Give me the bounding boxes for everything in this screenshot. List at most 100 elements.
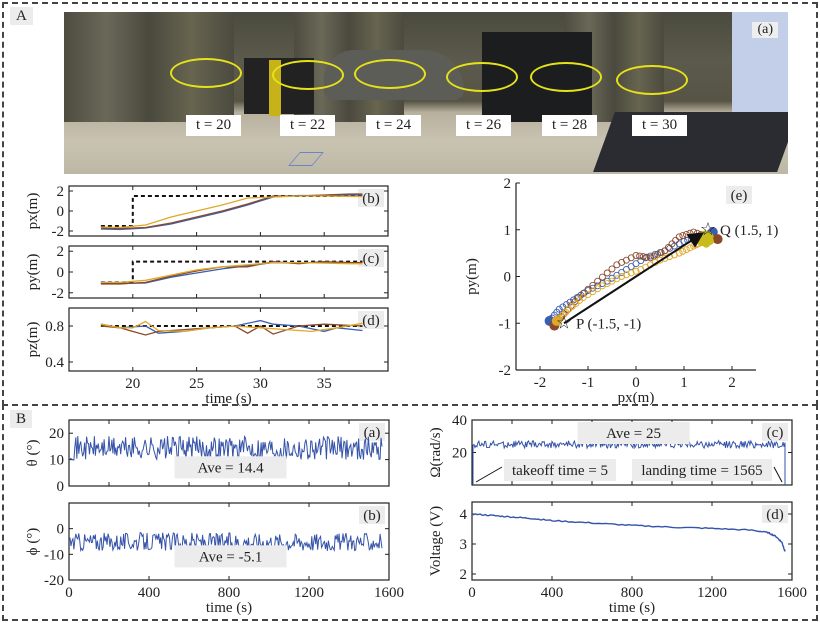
y-tick-label: -10 [44, 547, 64, 563]
point-yellow [679, 247, 687, 255]
point-brown [639, 253, 647, 261]
y-tick-label: 4 [460, 507, 468, 523]
x-axis-label: time (s) [609, 600, 655, 616]
point-brown [603, 269, 611, 277]
y-tick-label: -2 [52, 286, 65, 302]
y-tick-label: -20 [44, 573, 64, 589]
y-tick-label: 0 [57, 479, 65, 495]
subplot-tag-bg [726, 186, 752, 204]
time-label: t = 26 [456, 115, 512, 136]
x-tick-label: 800 [621, 585, 644, 601]
x-axis-label: time (s) [206, 600, 252, 616]
x-tick-label: 2 [728, 375, 736, 391]
voltage-trace [471, 513, 786, 552]
takeoff-label-bg [504, 459, 616, 481]
point-blue [646, 252, 654, 260]
plot-frame [471, 501, 793, 581]
point-yellow [682, 246, 690, 254]
point-brown [636, 252, 644, 260]
average-label: Ave = 14.4 [198, 460, 265, 476]
point-brown [632, 252, 640, 259]
landing-label: landing time = 1565 [641, 463, 762, 479]
subplot-tag-bg [762, 423, 788, 441]
y-axis-label: py(m) [25, 254, 41, 291]
noise-trace [69, 435, 383, 462]
point-brown [608, 265, 616, 273]
average-label-bg [577, 422, 690, 444]
x-tick-label: 1200 [294, 585, 324, 601]
point-brown [657, 249, 665, 256]
point-brown [646, 254, 654, 262]
subplot-tag: (d) [766, 507, 784, 523]
subplot-tag: (b) [363, 508, 381, 524]
time-label: t = 24 [366, 115, 422, 136]
experiment-photo: t = 20 t = 22 t = 24 t = 26 t = 28 t = 3… [64, 12, 788, 174]
subplot-tag: (e) [731, 188, 748, 204]
time-label: t = 30 [632, 115, 688, 136]
subplot-tag: (c) [767, 425, 784, 441]
y-tick-label: 20 [452, 446, 467, 462]
subplot-tag: (c) [363, 251, 380, 267]
series-yellow [100, 195, 363, 229]
average-label: Ave = 25 [606, 426, 661, 442]
point-yellow [622, 271, 630, 279]
point-brown [594, 277, 602, 285]
series-reference [100, 260, 363, 284]
y-tick-label: -2 [499, 363, 512, 379]
series-yellow [100, 320, 363, 333]
y-tick-label: 2 [460, 567, 468, 583]
x-tick-label: 30 [253, 376, 268, 392]
subplot-tag-bg [359, 423, 385, 441]
cluster-point [704, 231, 713, 240]
x-tick-label: 0 [65, 585, 73, 601]
y-tick-label: 1 [504, 223, 512, 239]
point-brown [675, 233, 683, 241]
point-yellow [661, 254, 669, 262]
takeoff-arrow [475, 466, 503, 483]
landing-arrow [773, 466, 783, 483]
subplot-tag-bg [358, 311, 384, 329]
point-brown [654, 250, 662, 258]
subplot-tag-bg [762, 505, 788, 523]
series-blue [100, 194, 363, 231]
trajectory-arrow [563, 232, 705, 325]
end-brown [712, 234, 723, 245]
photo-subtag: (a) [752, 22, 778, 38]
drone-highlight [446, 62, 518, 92]
subplot-tag: (d) [362, 313, 380, 329]
point-brown [643, 253, 651, 261]
y-tick-label: 20 [49, 426, 64, 442]
star-marker: ☆ [556, 312, 572, 332]
takeoff-label: takeoff time = 5 [512, 463, 608, 479]
x-axis-label: px(m) [618, 390, 655, 406]
drone-highlight [616, 65, 688, 95]
y-tick-label: -1 [499, 316, 512, 332]
y-axis-label: px(m) [25, 193, 41, 230]
y-tick-label: 0 [57, 265, 65, 281]
y-axis-label: pz(m) [25, 322, 41, 358]
average-label-bg [174, 545, 287, 568]
plot-frame [68, 307, 389, 372]
y-tick-label: 10 [49, 453, 64, 469]
point-brown [672, 236, 680, 244]
plot-frame [68, 245, 389, 299]
landing-label-bg [632, 459, 772, 481]
point-brown [664, 243, 672, 251]
x-tick-label: 400 [138, 585, 161, 601]
point-brown [661, 247, 669, 255]
point-yellow [686, 244, 694, 252]
x-tick-label: 1 [680, 375, 688, 391]
y-tick-label: 0 [504, 270, 512, 286]
y-tick-label: 0.4 [45, 355, 64, 371]
point-yellow [632, 267, 640, 275]
drone-highlight [272, 60, 344, 90]
point-brown [679, 232, 687, 240]
point-blue [651, 250, 659, 258]
subplot-tag-bg [358, 189, 384, 207]
y-tick-label: 2 [57, 184, 65, 200]
series-brown [100, 193, 363, 230]
x-tick-label: 1600 [374, 585, 404, 601]
subplot-tag: (a) [364, 425, 381, 441]
x-tick-label: -1 [582, 375, 595, 391]
